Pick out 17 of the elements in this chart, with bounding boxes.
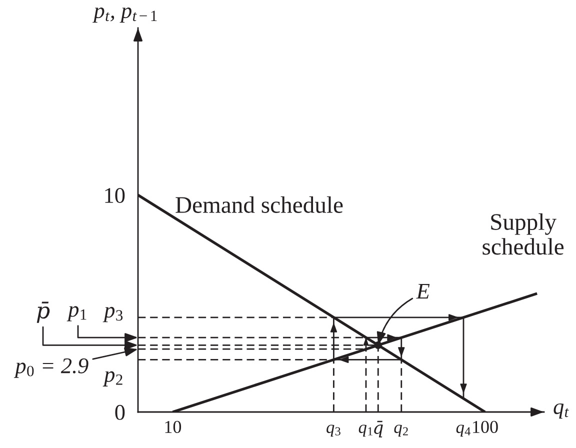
annotation: q$_{1}$ — [358, 424, 372, 437]
x-tick-label: 100 — [473, 420, 498, 434]
y-axis-title: p$_{t}$, p$_{t−1}$ — [92, 7, 157, 23]
annotation: p̄ — [36, 302, 50, 323]
annotation: p$_{2}$ — [102, 371, 122, 386]
annotation: q$_{2}$ — [394, 424, 408, 437]
series-label: Supply schedule — [482, 213, 564, 255]
annotation: p$_{3}$ — [102, 306, 123, 322]
y-tick-label: 0 — [115, 404, 125, 420]
annotation: E — [416, 284, 430, 299]
annotation: q̄ — [374, 420, 383, 438]
x-axis-title: q$_{t}$ — [554, 403, 569, 419]
annotation: p$_{0}$ = 2.9 — [14, 358, 88, 378]
annotation: q$_{3}$ — [326, 424, 340, 437]
series-label: Demand schedule — [176, 196, 343, 213]
annotation: q$_{4}$ — [456, 424, 470, 437]
annotation: p$_{1}$ — [66, 306, 86, 322]
